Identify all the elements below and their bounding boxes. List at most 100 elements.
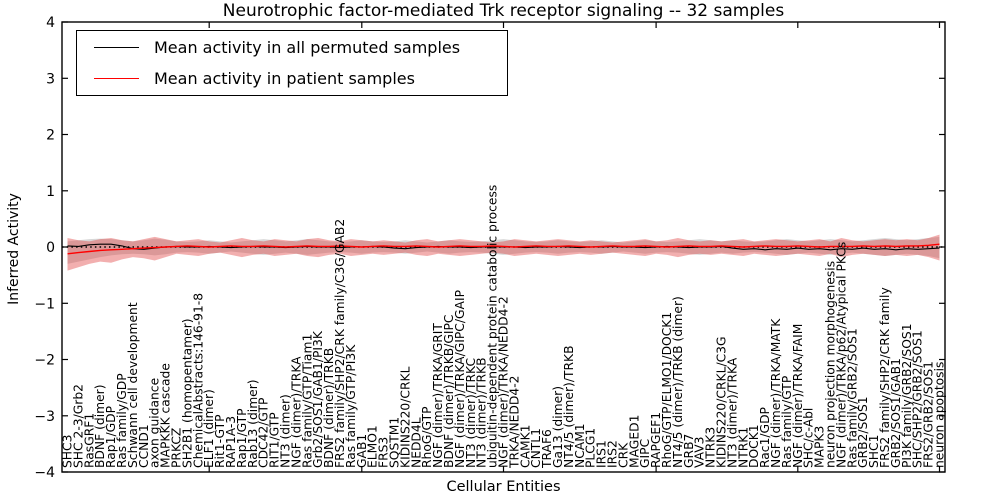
x-entity-label: FRS2 family/SHP2/CRK family — [878, 287, 892, 468]
x-entity-label: CRK — [616, 442, 630, 468]
series-lines — [67, 243, 940, 255]
x-entity-label: BDNF (dimer)/TRKB/GIPC — [442, 314, 456, 468]
x-entity-label: NGF (dimer)/TRKA/NEDD4-2 — [497, 296, 511, 468]
y-tick-label: 0 — [46, 240, 55, 256]
x-entity-label: ubiquitin-dependent protein catabolic pr… — [486, 185, 500, 468]
x-entity-label: FRS3 — [377, 437, 391, 468]
x-entity-label: SQSTM1 — [388, 417, 402, 468]
x-entity-label: NT3 (dimer) — [279, 394, 293, 468]
x-entity-label: RAP1A-3 — [224, 416, 238, 468]
patient-line-swatch — [94, 78, 139, 79]
x-entity-label: SH2B1 (homopentamer) — [180, 318, 194, 468]
permuted-line-swatch — [94, 47, 139, 48]
x-entity-label: MAGED1 — [627, 415, 641, 468]
y-tick-label: 3 — [46, 71, 55, 87]
band-permuted — [67, 236, 940, 264]
x-entity-label: PRKCZ — [170, 428, 184, 468]
x-entity-label: GRB2/SOS1/GAB1 — [889, 358, 903, 468]
x-entity-label: BDNF (dimer)/TRKB — [322, 348, 336, 468]
y-tick-label: 2 — [46, 128, 55, 144]
band-patient — [67, 234, 940, 271]
x-entity-label: ChemicalAbstracts:146-91-8 — [191, 293, 205, 468]
x-entity-label: ELF1 (dimer) — [202, 389, 216, 468]
x-entity-label: RhoG/GTP — [420, 406, 434, 468]
x-entity-label: NT3 (dimer)/TRKC — [464, 358, 478, 468]
x-entity-label: TRAF6 — [540, 429, 554, 469]
x-entity-label: KIDINS220/CRKL/C3G — [715, 336, 729, 468]
x-entity-label: Grb2/SOS1/GAB1/PI3K — [311, 330, 325, 468]
x-entity-label: GRB7 — [682, 434, 696, 468]
x-entity-label: FRS2/GRB2/SOS1 — [922, 361, 936, 468]
x-entity-label: SHC3 — [61, 435, 75, 468]
legend-item-permuted: Mean activity in all permuted samples — [77, 33, 507, 62]
y-tick-label: −1 — [34, 296, 55, 312]
y-tick-label: 4 — [46, 15, 55, 31]
x-entity-label: Rap1/GDP — [104, 406, 118, 468]
x-entity-label: NT4/5 (dimer)/TRKB (dimer) — [671, 296, 685, 468]
confidence-bands — [67, 234, 940, 271]
x-entity-label: ELMO1 — [366, 425, 380, 468]
x-entity-label: TRKA/NEDD4-2 — [507, 376, 521, 469]
x-entity-label: Rac1/GDP — [758, 407, 772, 468]
x-axis-label: Cellular Entities — [446, 479, 561, 495]
y-tick-label: 1 — [46, 184, 55, 200]
y-tick-labels: 4 3 2 1 0 −1 −2 −3 −4 — [34, 15, 55, 481]
x-entity-label: Schwann cell development — [126, 302, 140, 468]
x-entity-label: Rit1-GTP — [213, 414, 227, 468]
x-entity-label: RIT1/GTP — [268, 412, 282, 468]
x-entity-label: SHC/SHP2/GRB2/SOS1 — [911, 330, 925, 468]
x-entity-label: IRS1 — [595, 440, 609, 468]
x-entity-label: MAPKKK cascade — [159, 363, 173, 468]
x-entity-label: DOCK1 — [747, 424, 761, 468]
x-entity-label: Ras family/GTP — [780, 376, 794, 468]
x-entity-label: BDNF (dimer) — [93, 384, 107, 468]
x-entity-label: CNTL1 — [529, 428, 543, 468]
y-tick-label: −3 — [34, 409, 55, 425]
x-entity-label: SHC 2-3/Grb2 — [71, 384, 85, 468]
x-entity-label: CAMK1 — [518, 425, 532, 469]
patient-mean-line — [67, 243, 940, 255]
x-entity-label: RAPGEF1 — [649, 412, 663, 468]
x-entity-label: KIDINS220/CRKL — [398, 366, 412, 468]
x-entity-label: NT4/5 (dimer)/TRKB — [562, 345, 576, 468]
x-entity-label: FRS2 family/SHP2/CRK family/C3G/GAB2 — [333, 219, 347, 468]
chart-title: Neurotrophic factor-mediated Trk recepto… — [222, 1, 785, 21]
x-entity-label: NGF (dimer)/TRKA/GIPC/GAIP — [453, 290, 467, 468]
x-entity-label: Ras family/GRB2/SOS1 — [845, 328, 859, 468]
x-entity-label: Ras family/GTP/Tiam1 — [300, 334, 314, 468]
y-tick-label: −4 — [34, 465, 55, 481]
x-entity-label: CCND1 — [137, 424, 151, 468]
y-tick-label: −2 — [34, 353, 55, 369]
x-entity-label: PI3K family/GRB2/SOS1 — [900, 323, 914, 468]
x-entity-label: RasGRF1 — [82, 413, 96, 468]
x-entity-label: GAB1 — [355, 434, 369, 468]
x-entity-label: NCAM1 — [573, 423, 587, 468]
x-entity-label: Rap1/GTP — [235, 408, 249, 468]
x-entity-label: GRB2/SOS1 — [856, 396, 870, 468]
x-entity-label: PLCG1 — [584, 428, 598, 468]
x-entity-label: NEDD4L — [409, 417, 423, 468]
x-entity-label: NGF (dimer)/TRKA/FAIM — [791, 324, 805, 468]
x-entity-label: Ga13 (dimer) — [551, 386, 565, 468]
x-entity-label: GIPC — [638, 439, 652, 468]
legend-label-patient: Mean activity in patient samples — [154, 69, 415, 88]
legend-box: Mean activity in all permuted samples Me… — [76, 30, 508, 96]
x-entity-label: RhoG/GTP/ELMO1/DOCK1 — [660, 312, 674, 468]
x-entity-label: NGF (dimer)/TRKA/GRIT — [431, 323, 445, 468]
x-entity-label: MAPK3 — [813, 426, 827, 468]
axis-ticks — [62, 21, 945, 473]
x-entity-label: NT3 (dimer)/TRKA — [725, 357, 739, 468]
x-entity-label: Rab13 (dimer) — [246, 379, 260, 468]
x-entity-label: neuron apoptosis — [933, 362, 947, 468]
x-entity-label: NGF (dimer)/TRKA/p62/Atypical PKCs — [834, 242, 848, 468]
x-entity-label: NTRK3 — [704, 427, 718, 468]
x-entity-label: Ras family/GTP/PI3K — [344, 344, 358, 468]
x-entity-label: CDC42/GTP — [257, 398, 271, 468]
legend-item-patient: Mean activity in patient samples — [77, 64, 507, 93]
x-entity-label: VAV3 — [693, 437, 707, 469]
x-entity-label: Ras family/GDP — [115, 373, 129, 468]
x-entity-label: SHC/c-Abl — [802, 408, 816, 468]
